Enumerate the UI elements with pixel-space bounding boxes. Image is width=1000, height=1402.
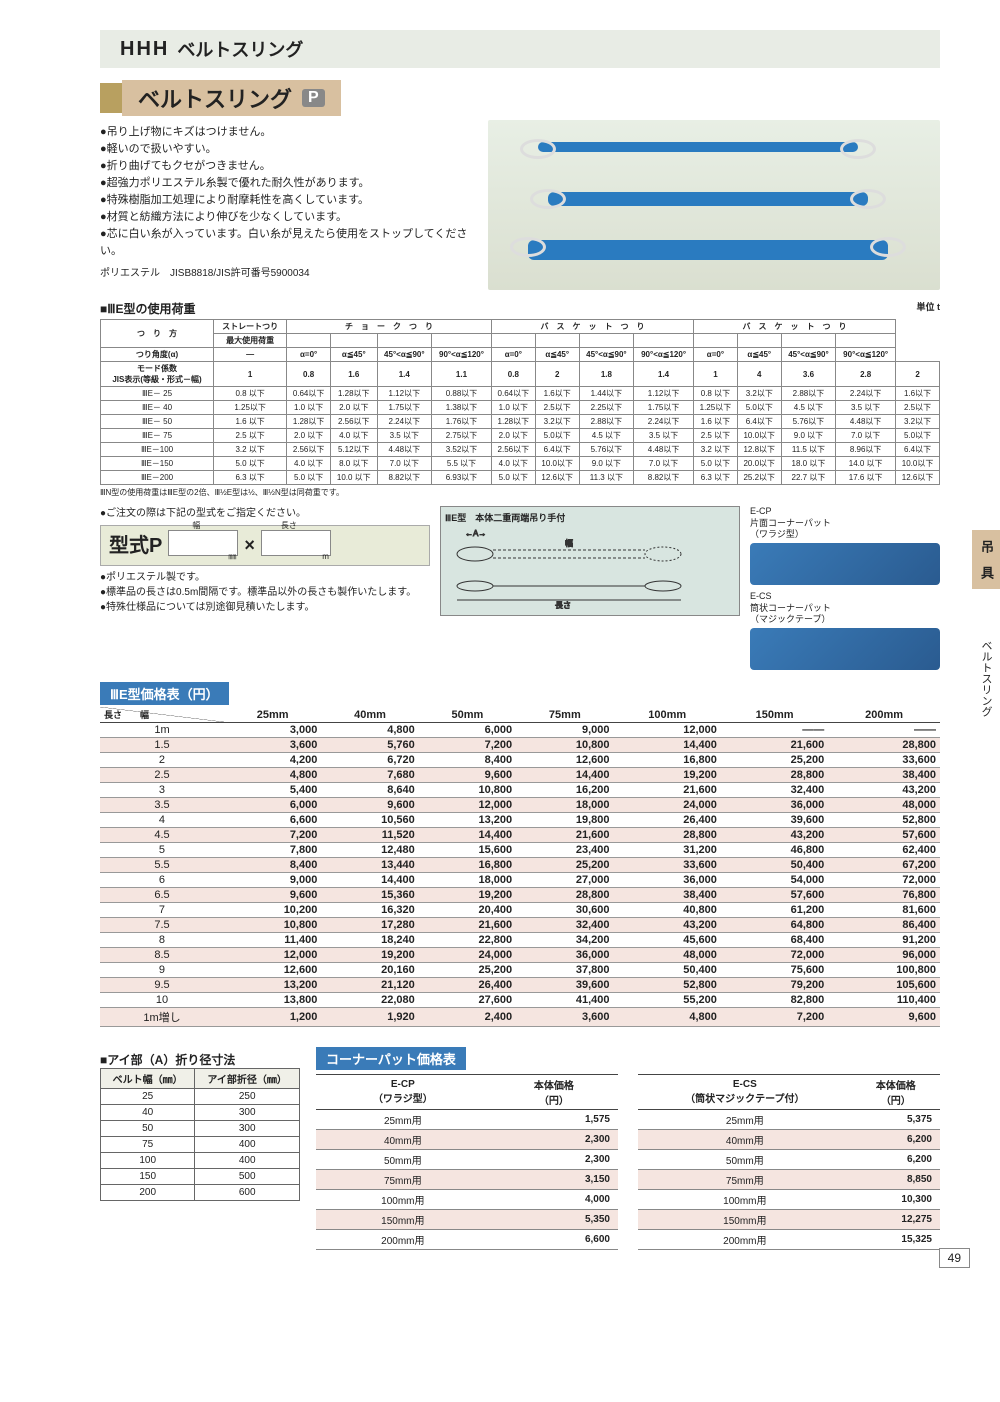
load-table: つ り 方ストレートつりチ ョ ー ク つ りバ ス ケ ッ ト つ りバ ス … [100,319,940,485]
eye-table: ベルト幅（㎜）アイ部折径（㎜） 252504030050300754001004… [100,1068,300,1201]
feature-item: ●特殊樹脂加工処理により耐摩耗性を高くしています。 [100,192,470,209]
page-number: 49 [939,1248,970,1268]
side-category-tab: 吊 具 [972,530,1000,589]
corner-row: 25mm用1,575 [316,1110,618,1130]
ecs-photo [750,628,940,670]
price-row: 5.58,40013,44016,80025,20033,60050,40067… [100,858,940,873]
price-table: 長さ 幅25mm40mm50mm75mm100mm150mm200mm 1m3,… [100,707,940,1027]
eye-row: 40300 [101,1105,300,1121]
price-row: 1m3,0004,8006,0009,00012,000———— [100,723,940,738]
price-row: 57,80012,48015,60023,40031,20046,80062,4… [100,843,940,858]
catalog-page: HHH ベルトスリング ベルトスリング P ●吊り上げ物にキズはつけません。●軽… [0,0,1000,1280]
price-row: 3.56,0009,60012,00018,00024,00036,00048,… [100,798,940,813]
length-field [261,530,331,556]
feature-item: ●芯に白い糸が入っています。白い糸が見えたら使用をストップしてください。 [100,226,470,260]
ecp-label: E-CP 片面コーナーパット （ワラジ型） [750,506,940,541]
mid-note: ●標準品の長さは0.5m間隔です。標準品以外の長さも製作いたします。 [100,585,430,600]
order-note: ●ご注文の際は下記の型式をご指定ください。 [100,506,430,521]
price-row: 811,40018,24022,80034,20045,60068,40091,… [100,933,940,948]
ecp-photo [750,543,940,585]
model-label: 型式P [109,531,162,561]
corner-heading: コーナーパット価格表 [316,1047,466,1070]
mid-note: ●特殊仕様品については別途御見積いたします。 [100,600,430,615]
svg-text:幅: 幅 [565,538,573,548]
feature-item: ●折り曲げてもクセがつきません。 [100,158,470,175]
corner-row: 75mm用8,850 [638,1170,940,1190]
price-row: 46,60010,56013,20019,80026,40039,60052,8… [100,813,940,828]
side-subcategory: ベルトスリング [978,640,994,717]
feature-item: ●吊り上げ物にキズはつけません。 [100,124,470,141]
header-title: ベルトスリング [177,36,303,62]
load-heading: ■ⅢE型の使用荷重 [100,302,196,316]
load-footnote: ⅢN型の使用荷重はⅢE型の2倍、Ⅲ½E型は½、Ⅲ½N型は同荷重です。 [100,487,940,498]
product-title-bar: ベルトスリング P [100,80,940,116]
ecs-label: E-CS 筒状コーナーパット （マジックテープ） [750,591,940,626]
svg-text:長さ: 長さ [555,601,571,609]
price-row: 710,20016,32020,40030,60040,80061,20081,… [100,903,940,918]
price-row: 912,60020,16025,20037,80050,40075,600100… [100,963,940,978]
price-heading: ⅢE型価格表（円） [100,682,229,705]
corner-ecp-table: E-CP （ワラジ型）本体価格 （円） 25mm用1,57540mm用2,300… [316,1074,618,1250]
price-row: 6.59,60015,36019,20028,80038,40057,60076… [100,888,940,903]
eye-row: 150500 [101,1169,300,1185]
corner-row: 25mm用5,375 [638,1110,940,1130]
type-diagram: ⅢE型 本体二重両端吊り手付 ←A→ 幅 長さ [440,506,740,616]
mid-note: ●ポリエステル製です。 [100,570,430,585]
feature-item: ●軽いので扱いやすい。 [100,141,470,158]
price-row: 4.57,20011,52014,40021,60028,80043,20057… [100,828,940,843]
brand-logo: HHH [120,38,169,61]
corner-ecs-table: E-CS （筒状マジックテープ付）本体価格 （円） 25mm用5,37540mm… [638,1074,940,1250]
eye-row: 100400 [101,1153,300,1169]
price-row: 2.54,8007,6809,60014,40019,20028,80038,4… [100,768,940,783]
page-header: HHH ベルトスリング [100,30,940,68]
price-row: 8.512,00019,20024,00036,00048,00072,0009… [100,948,940,963]
corner-row: 40mm用6,200 [638,1130,940,1150]
corner-pad-photos: E-CP 片面コーナーパット （ワラジ型） E-CS 筒状コーナーパット （マジ… [750,506,940,676]
corner-row: 200mm用6,600 [316,1230,618,1250]
eye-row: 200600 [101,1185,300,1201]
corner-row: 100mm用4,000 [316,1190,618,1210]
feature-item: ●材質と紡織方法により伸びを少なくしています。 [100,209,470,226]
price-row: 1.53,6005,7607,20010,80014,40021,60028,8… [100,738,940,753]
corner-row: 150mm用12,275 [638,1210,940,1230]
feature-list: ●吊り上げ物にキズはつけません。●軽いので扱いやすい。●折り曲げてもクセがつきま… [100,120,470,290]
price-row: 1013,80022,08027,60041,40055,20082,80011… [100,993,940,1008]
price-row: 1m増し1,2001,9202,4003,6004,8007,2009,600 [100,1008,940,1027]
product-photo [488,120,940,290]
price-row: 35,4008,64010,80016,20021,60032,40043,20… [100,783,940,798]
eye-heading: ■アイ部（A）折り径寸法 [100,1051,300,1068]
spec-line: ポリエステル JISB8818/JIS許可番号5900034 [100,266,470,282]
price-row: 7.510,80017,28021,60032,40043,20064,8008… [100,918,940,933]
corner-row: 100mm用10,300 [638,1190,940,1210]
corner-row: 75mm用3,150 [316,1170,618,1190]
corner-row: 200mm用15,325 [638,1230,940,1250]
eye-row: 25250 [101,1089,300,1105]
load-unit: 単位 t [917,300,941,313]
corner-row: 50mm用6,200 [638,1150,940,1170]
accent-block [100,83,122,113]
corner-row: 40mm用2,300 [316,1130,618,1150]
svg-text:←A→: ←A→ [465,529,486,538]
corner-row: 50mm用2,300 [316,1150,618,1170]
price-row: 9.513,20021,12026,40039,60052,80079,2001… [100,978,940,993]
price-row: 69,00014,40018,00027,00036,00054,00072,0… [100,873,940,888]
corner-row: 150mm用5,350 [316,1210,618,1230]
eye-row: 50300 [101,1121,300,1137]
product-badge: P [302,89,325,107]
feature-item: ●超強力ポリエステル糸製で優れた耐久性があります。 [100,175,470,192]
model-format-box: 型式P 幅 ㎜ × 長さ m [100,525,430,566]
eye-row: 75400 [101,1137,300,1153]
product-name: ベルトスリング [138,82,292,114]
price-row: 24,2006,7208,40012,60016,80025,20033,600 [100,753,940,768]
